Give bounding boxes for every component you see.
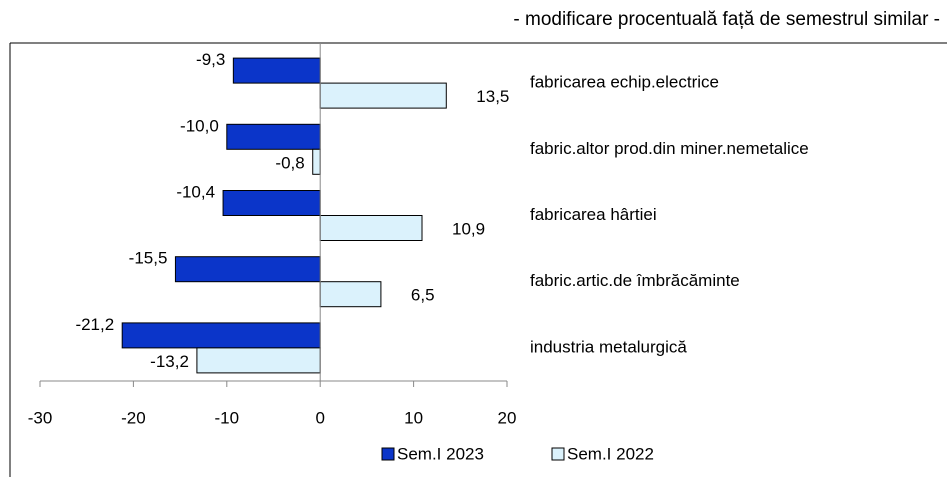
category-label: industria metalurgică xyxy=(530,337,687,356)
legend-label: Sem.I 2022 xyxy=(567,444,654,463)
bar xyxy=(222,190,321,216)
value-label: -10,0 xyxy=(180,116,219,135)
x-tick-label: 20 xyxy=(498,408,517,427)
value-label: -15,5 xyxy=(129,249,168,268)
value-label: -0,8 xyxy=(275,153,304,172)
x-tick-label: -10 xyxy=(215,408,240,427)
bar xyxy=(196,347,321,374)
value-label: -21,2 xyxy=(75,315,114,334)
value-label: -13,2 xyxy=(150,352,189,371)
category-label: fabricarea echip.electrice xyxy=(530,73,719,92)
legend-label: Sem.I 2023 xyxy=(397,444,484,463)
bar xyxy=(174,256,321,283)
legend-swatch xyxy=(381,447,395,461)
category-label: fabricarea hârtiei xyxy=(530,205,657,224)
chart-subtitle: - modificare procentuală față de semestr… xyxy=(513,9,940,30)
bar xyxy=(319,215,423,241)
value-label: -10,4 xyxy=(176,182,215,201)
x-tick-label: 0 xyxy=(315,408,324,427)
value-label: 13,5 xyxy=(476,87,509,106)
bar xyxy=(232,57,321,84)
bar xyxy=(226,123,321,150)
bar xyxy=(121,322,321,349)
bar xyxy=(312,148,321,175)
x-tick-label: -20 xyxy=(121,408,146,427)
x-tick-label: -30 xyxy=(28,408,53,427)
value-label: -9,3 xyxy=(196,50,225,69)
bar xyxy=(319,82,447,109)
value-label: 6,5 xyxy=(411,286,435,305)
category-label: fabric.altor prod.din miner.nemetalice xyxy=(530,139,809,158)
value-label: 10,9 xyxy=(452,219,485,238)
x-tick-label: 10 xyxy=(404,408,423,427)
bar xyxy=(319,281,382,308)
legend-swatch xyxy=(551,447,565,461)
category-label: fabric.artic.de îmbrăcăminte xyxy=(530,271,740,290)
